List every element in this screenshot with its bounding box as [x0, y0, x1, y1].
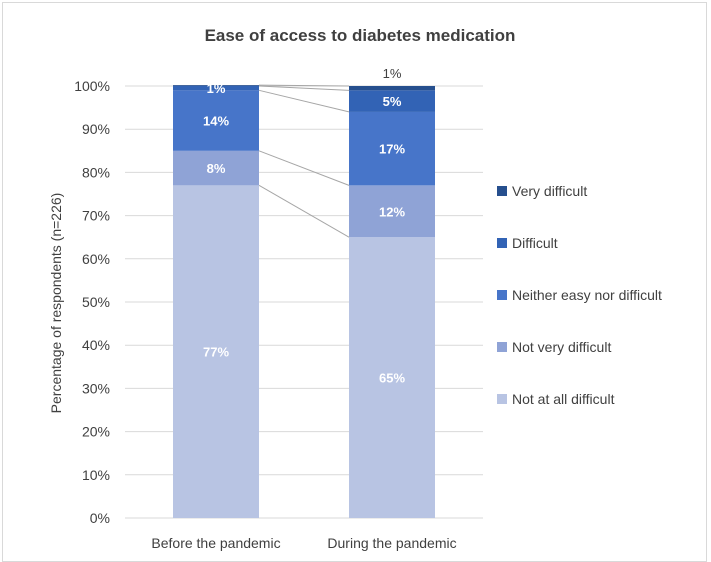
legend-label: Very difficult [512, 183, 587, 199]
y-tick-label: 100% [74, 78, 110, 94]
y-tick-label: 40% [82, 337, 110, 353]
data-label: 1% [383, 66, 402, 81]
x-tick-label: Before the pandemic [151, 535, 280, 551]
bar-segment [173, 150, 259, 186]
y-tick-label: 30% [82, 380, 110, 396]
legend-label: Not very difficult [512, 339, 611, 355]
bar-segment [349, 90, 435, 112]
y-tick-label: 70% [82, 208, 110, 224]
legend-swatch [497, 290, 507, 300]
y-tick-label: 10% [82, 467, 110, 483]
series-connector-line [258, 89, 350, 113]
series-connector-line [258, 184, 350, 238]
legend-swatch [497, 342, 507, 352]
y-tick-label: 90% [82, 121, 110, 137]
data-label: 12% [379, 204, 405, 219]
bar-segment [173, 85, 259, 86]
data-label: 14% [203, 114, 229, 129]
bar-segment [349, 237, 435, 518]
data-label: 65% [379, 371, 405, 386]
chart-title: Ease of access to diabetes medication [205, 26, 516, 45]
legend-label: Not at all difficult [512, 391, 615, 407]
data-label: 17% [379, 142, 405, 157]
bar-segment [173, 185, 259, 519]
bar-segment [349, 86, 435, 91]
legend-swatch [497, 186, 507, 196]
bar-segment [173, 86, 259, 91]
legend-label: Neither easy nor difficult [512, 287, 662, 303]
y-tick-label: 50% [82, 294, 110, 310]
data-label: 77% [203, 345, 229, 360]
series-connector-line [258, 85, 350, 91]
legend-swatch [497, 238, 507, 248]
y-tick-label: 80% [82, 164, 110, 180]
bar-segment [349, 111, 435, 186]
bar-segment [349, 185, 435, 238]
series-connector-line [258, 150, 350, 186]
data-label: 1% [207, 81, 226, 96]
legend-swatch [497, 394, 507, 404]
y-tick-label: 60% [82, 251, 110, 267]
series-connector-line [258, 84, 350, 87]
data-label: 8% [207, 161, 226, 176]
legend-label: Difficult [512, 235, 558, 251]
data-label: 5% [383, 94, 402, 109]
x-tick-label: During the pandemic [327, 535, 456, 551]
y-tick-label: 0% [90, 510, 110, 526]
y-tick-label: 20% [82, 424, 110, 440]
y-axis-label: Percentage of respondents (n=226) [48, 193, 64, 414]
bar-segment [173, 90, 259, 151]
